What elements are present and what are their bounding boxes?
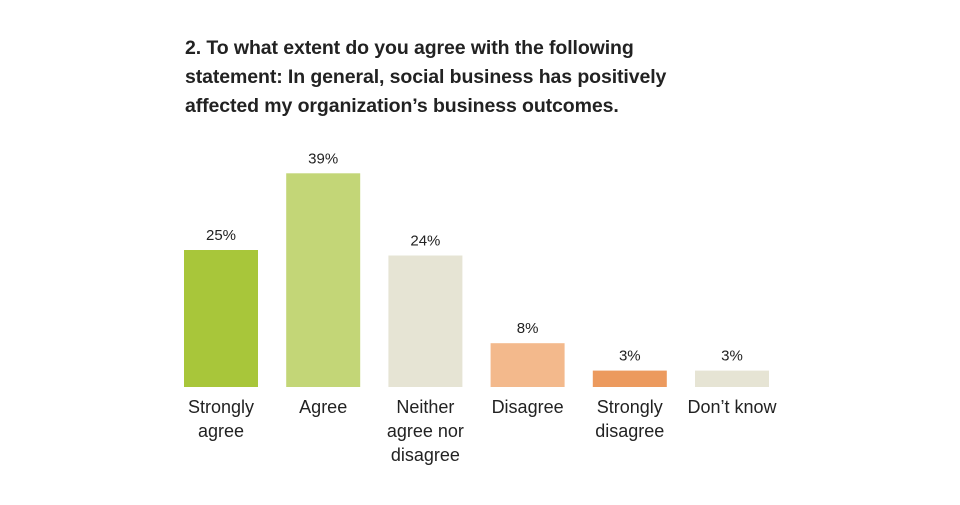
category-label-5-line-0: Don’t know — [687, 397, 777, 417]
category-label-3-line-0: Disagree — [492, 397, 564, 417]
category-label-5: Don’t know — [687, 397, 777, 417]
bar-group — [184, 173, 769, 387]
category-label-3: Disagree — [492, 397, 564, 417]
category-label-2-line-0: Neither — [396, 397, 454, 417]
chart-title: 2. To what extent do you agree with the … — [185, 34, 785, 121]
bar-value-label-3: 8% — [517, 320, 539, 337]
bar-0 — [184, 250, 258, 387]
value-label-group: 25% 39% 24% 8% 3% 3% — [206, 150, 743, 364]
category-label-2-line-1: agree nor — [387, 421, 464, 441]
category-label-1: Agree — [299, 397, 347, 417]
category-label-0-line-0: Strongly — [188, 397, 254, 417]
category-label-4-line-1: disagree — [595, 421, 664, 441]
category-label-2-line-2: disagree — [391, 445, 460, 465]
bar-1 — [286, 173, 361, 387]
category-label-0-line-1: agree — [198, 421, 244, 441]
bar-5 — [695, 370, 769, 387]
bar-value-label-5: 3% — [721, 348, 743, 365]
bar-3 — [490, 343, 565, 387]
chart-title-line-2: statement: In general, social business h… — [185, 66, 667, 88]
bar-4 — [592, 370, 667, 387]
bar-value-label-1: 39% — [308, 150, 338, 167]
category-label-4: Strongly disagree — [595, 397, 664, 441]
chart-title-line-1: 2. To what extent do you agree with the … — [185, 37, 634, 59]
bar-value-label-2: 24% — [410, 233, 440, 250]
bar-value-label-4: 3% — [619, 348, 641, 365]
category-label-0: Strongly agree — [188, 397, 254, 441]
category-label-group: Strongly agree Agree Neither agree nor disagr… — [188, 397, 778, 465]
chart-title-line-3: affected my organization’s business outc… — [185, 95, 619, 117]
category-label-2: Neither agree nor disagree — [387, 397, 464, 465]
bar-value-label-0: 25% — [206, 227, 236, 244]
bar-2 — [388, 255, 463, 387]
category-label-4-line-0: Strongly — [597, 397, 663, 417]
category-label-1-line-0: Agree — [299, 397, 347, 417]
